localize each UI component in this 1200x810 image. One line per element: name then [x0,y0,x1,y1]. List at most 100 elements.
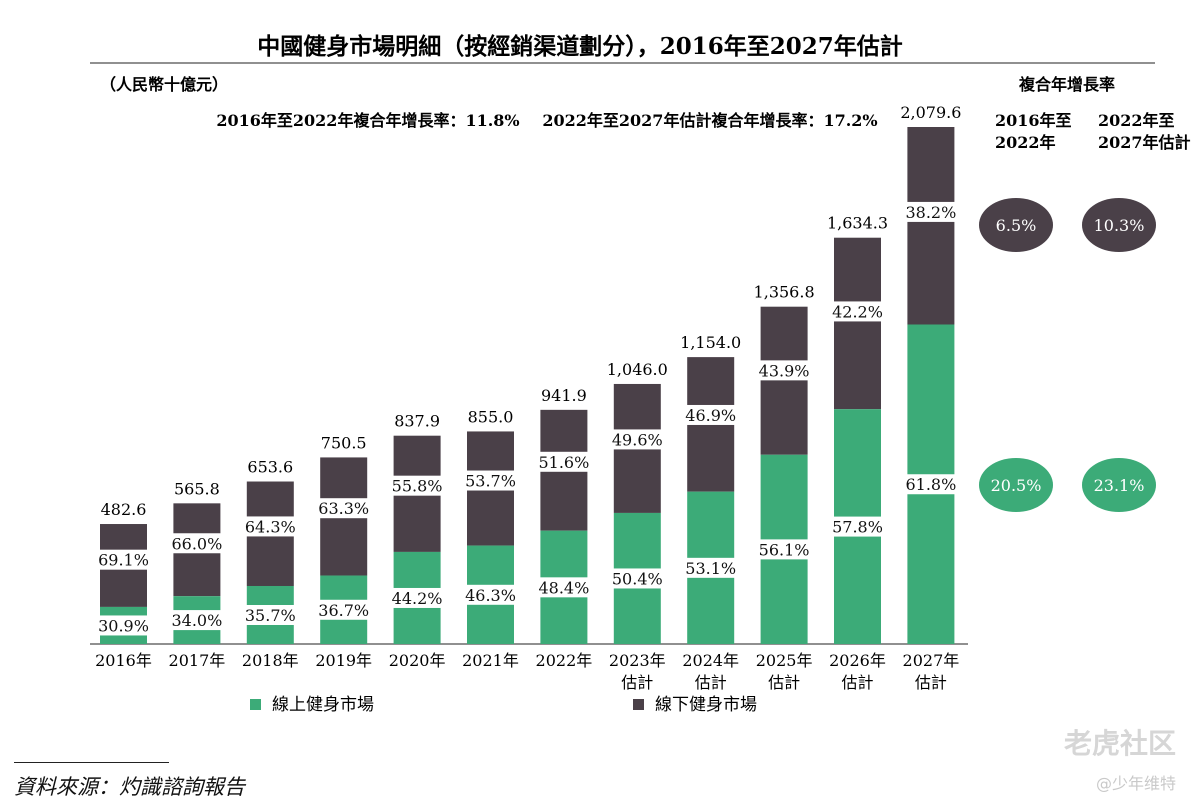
share-offline-11-bg [905,201,957,222]
legend-swatch-0 [250,699,261,710]
share-online-2: 35.7% [244,604,296,625]
total-label-11: 2,079.6 [900,103,961,122]
share-online-4: 44.2% [391,587,443,608]
x-tick-label-3: 2019年 [315,651,372,670]
total-label-6: 941.9 [541,386,587,405]
legend-label-0: 線上健身市場 [272,695,374,715]
cagr-value-1-1: 23.1% [1094,476,1145,495]
share-offline-6: 51.6% [538,451,590,472]
share-online-11: 61.8% [905,474,957,495]
share-offline-10-text: 42.2% [832,302,883,321]
share-online-2-bg [244,604,296,625]
share-offline-9: 43.9% [758,360,810,381]
share-offline-6-bg [538,451,590,472]
share-online-8: 53.1% [685,557,737,578]
x-tick-label-9-b: 估計 [768,673,800,692]
share-offline-3: 63.3% [318,498,370,519]
share-offline-4-bg [391,475,443,496]
share-offline-3-bg [318,498,370,519]
share-offline-7-text: 49.6% [612,430,663,449]
total-label-9: 1,356.8 [754,283,815,302]
share-offline-7-bg [611,429,663,450]
share-online-7: 50.4% [611,568,663,589]
share-online-0: 30.9% [98,615,149,636]
share-online-5-bg [465,584,516,605]
share-offline-3-text: 63.3% [318,499,369,518]
share-online-1: 34.0% [171,610,223,631]
share-offline-1: 66.0% [171,533,223,554]
share-online-9-text: 56.1% [759,540,810,559]
unit-label: （人民幣十億元） [100,75,228,94]
share-offline-9-text: 43.9% [759,361,810,380]
x-tick-label-11-b: 估計 [915,673,947,692]
share-online-11-bg [905,474,957,495]
x-tick-label-2: 2018年 [242,651,299,670]
share-offline-7: 49.6% [611,429,663,450]
share-online-2-text: 35.7% [245,606,296,625]
watermark-handle: @少年维特 [1095,774,1176,793]
bar-offline-10 [834,237,881,410]
bar-offline-11 [907,127,955,325]
share-offline-4: 55.8% [391,475,443,496]
cagr-value-1-0: 20.5% [991,476,1042,495]
share-online-4-text: 44.2% [392,589,443,608]
cagr-note-2016-2022: 2016年至2022年複合年增長率：11.8% [216,111,519,130]
cagr-bubble-1-1 [1082,458,1156,512]
total-label-8: 1,154.0 [680,333,741,352]
share-online-11-text: 61.8% [905,475,956,494]
share-online-6-bg [538,577,590,598]
x-tick-label-8-b: 估計 [695,673,727,692]
share-offline-0-bg [98,549,149,570]
share-offline-11: 38.2% [905,201,957,222]
share-online-8-text: 53.1% [685,559,736,578]
x-tick-label-10: 2026年 [829,651,886,670]
share-online-3-text: 36.7% [318,601,369,620]
x-tick-label-7-b: 估計 [621,673,653,692]
share-offline-2: 64.3% [244,516,296,537]
share-online-3: 36.7% [318,599,370,620]
bar-offline-9 [760,306,808,455]
legend-label-1: 線下健身市場 [655,695,757,715]
share-offline-10: 42.2% [832,301,883,322]
x-tick-label-0: 2016年 [95,651,152,670]
share-online-1-bg [171,610,223,631]
x-tick-label-11: 2027年 [903,651,960,670]
cagr-col-header-1-0: 2022年至 [1098,111,1175,130]
total-label-7: 1,046.0 [607,360,668,379]
share-online-6-text: 48.4% [538,578,589,597]
cagr-col-header-0-1: 2022年 [995,133,1056,152]
share-online-1-text: 34.0% [171,611,222,630]
share-offline-8-bg [685,404,737,425]
total-label-4: 837.9 [394,412,440,431]
x-tick-label-10-b: 估計 [841,673,873,692]
share-offline-2-bg [244,516,296,537]
share-offline-5: 53.7% [465,470,516,491]
total-label-0: 482.6 [101,500,147,519]
cagr-bubble-0-0 [979,198,1053,252]
share-online-4-bg [391,587,443,608]
cagr-value-0-1: 10.3% [1094,216,1145,235]
cagr-bubble-1-0 [979,458,1053,512]
cagr-table-header: 複合年增長率 [1018,75,1115,94]
share-online-10-text: 57.8% [832,518,883,537]
share-online-9-bg [758,539,810,560]
share-offline-0: 69.1% [98,549,149,570]
source-note: 資料來源：灼識諮詢報告 [14,775,245,799]
share-offline-8: 46.9% [685,404,737,425]
share-online-6: 48.4% [538,577,590,598]
share-online-0-bg [98,615,149,636]
share-offline-9-bg [758,360,810,381]
chart: 中國健身市場明細（按經銷渠道劃分），2016年至2027年估計 （人民幣十億元）… [90,33,1191,715]
share-offline-1-bg [171,533,223,554]
share-online-5-text: 46.3% [465,586,516,605]
share-offline-2-text: 64.3% [245,517,296,536]
cagr-col-header-1-1: 2027年估計 [1098,133,1191,152]
share-online-3-bg [318,599,370,620]
total-label-10: 1,634.3 [827,214,888,233]
x-tick-label-1: 2017年 [169,651,226,670]
share-offline-0-text: 69.1% [98,551,149,570]
share-offline-4-text: 55.8% [392,477,443,496]
share-online-7-bg [611,568,663,589]
x-tick-label-6: 2022年 [536,651,593,670]
x-tick-label-9: 2025年 [756,651,813,670]
